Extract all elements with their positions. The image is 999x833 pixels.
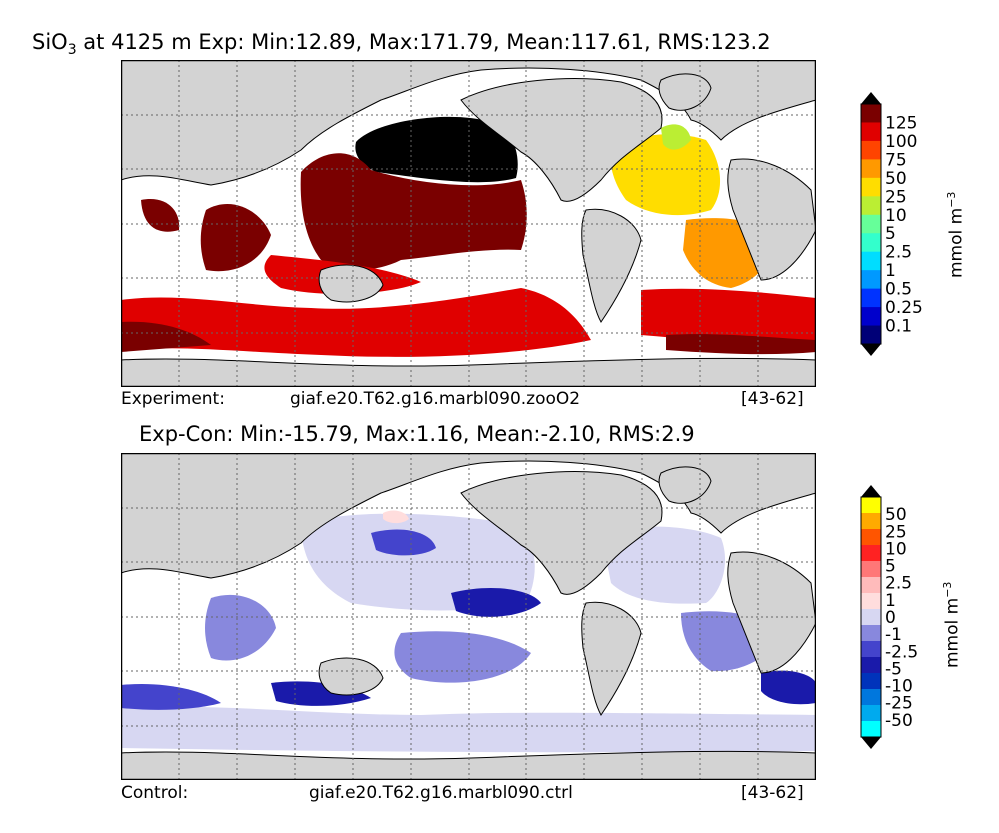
north-pacific-max-region	[355, 116, 518, 183]
diff-strong-region	[121, 683, 221, 710]
colorbar-tick-label: 125	[885, 113, 917, 133]
footer-experiment-label: Experiment:	[121, 389, 225, 409]
diff-strong-region	[371, 529, 436, 556]
indian-region	[141, 199, 180, 232]
title-subscript: 3	[67, 42, 77, 59]
greenland-land	[658, 73, 712, 111]
colorbar-tick-label: -10	[885, 677, 913, 697]
diff-mid-region	[394, 631, 531, 683]
colorbar-tick-label: 5	[885, 224, 896, 244]
colorbar-swatch	[861, 122, 881, 142]
colorbar-swatch	[861, 513, 881, 530]
colorbar-swatch	[861, 673, 881, 690]
diff-positive-region	[383, 510, 409, 524]
footer-experiment-years: [43-62]	[741, 389, 804, 409]
diff-light-region	[601, 526, 726, 604]
colorbar-tick-label: 0.5	[885, 280, 912, 300]
difference-colorbar-unit: mmol m−3	[941, 581, 963, 668]
colorbar-swatch	[861, 497, 881, 514]
southern-band	[666, 334, 816, 355]
colorbar-swatch	[861, 705, 881, 722]
colorbar-tick-label: 75	[885, 150, 907, 170]
colorbar-tick-label: 50	[885, 505, 907, 525]
colorbar-tick-label: 1	[885, 591, 896, 611]
colorbar-swatch	[861, 288, 881, 308]
footer-control-label: Control:	[121, 783, 189, 803]
colorbar-extend-top	[861, 485, 881, 497]
southern-band	[121, 321, 211, 352]
diff-mid-region	[205, 594, 276, 661]
colorbar-swatch	[861, 325, 881, 345]
colorbar-swatch	[861, 593, 881, 610]
colorbar-swatch	[861, 545, 881, 562]
colorbar-swatch	[861, 721, 881, 738]
greenland-land	[658, 466, 712, 504]
labrador-region	[661, 124, 691, 150]
colorbar-swatch	[861, 159, 881, 179]
colorbar-swatch	[861, 104, 881, 123]
colorbar-swatch	[861, 641, 881, 658]
colorbar-swatch	[861, 657, 881, 674]
colorbar-tick-label: 2.5	[885, 574, 912, 594]
colorbar-swatch	[861, 251, 881, 271]
title-species: SiO	[32, 30, 68, 54]
colorbar-swatch	[861, 625, 881, 642]
footer-experiment-case: giaf.e20.T62.g16.marbl090.zooO2	[290, 389, 581, 409]
colorbar-tick-label: 5	[885, 557, 896, 577]
colorbar-tick-label: 50	[885, 169, 907, 189]
atlantic-north-region	[610, 134, 721, 216]
colorbar-tick-label: 25	[885, 522, 907, 542]
colorbar-swatch	[861, 529, 881, 546]
colorbar-tick-label: 0.25	[885, 298, 923, 318]
africa-land	[727, 158, 816, 281]
pacific-region	[300, 153, 527, 270]
colorbar-swatch	[861, 214, 881, 234]
colorbar-tick-label: 100	[885, 132, 917, 152]
australia-land	[318, 264, 384, 303]
colorbar-swatch	[861, 307, 881, 327]
colorbar-tick-label: 10	[885, 539, 907, 559]
colorbar-tick-label: 1	[885, 261, 896, 281]
footer-control-years: [43-62]	[741, 783, 804, 803]
colorbar-tick-label: -5	[885, 659, 902, 679]
colorbar-swatch	[861, 177, 881, 197]
footer-control-case: giaf.e20.T62.g16.marbl090.ctrl	[309, 783, 573, 803]
colorbar-tick-label: -25	[885, 694, 913, 714]
colorbar-swatch	[861, 140, 881, 160]
panel-2-title: Exp-Con: Min:-15.79, Max:1.16, Mean:-2.1…	[139, 422, 695, 446]
colorbar-swatch	[861, 233, 881, 253]
colorbar-extend-bottom	[861, 344, 881, 356]
colorbar-swatch	[861, 561, 881, 578]
australia-land	[318, 657, 384, 696]
colorbar-swatch	[861, 689, 881, 706]
africa-land	[727, 551, 816, 674]
colorbar-tick-label: -50	[885, 711, 913, 731]
indian-region	[200, 204, 271, 272]
colorbar-tick-label: 2.5	[885, 243, 912, 263]
colorbar-tick-label: 0	[885, 608, 896, 628]
experiment-map	[121, 60, 816, 387]
colorbar-swatch	[861, 196, 881, 216]
diff-deep-region	[761, 670, 816, 705]
colorbar-swatch	[861, 270, 881, 290]
colorbar-tick-label: -2.5	[885, 642, 918, 662]
colorbar-extend-top	[861, 92, 881, 104]
colorbar-tick-label: 25	[885, 187, 907, 207]
colorbar-swatch	[861, 577, 881, 594]
diff-deep-region	[451, 588, 541, 617]
colorbar-extend-bottom	[861, 737, 881, 749]
colorbar-swatch	[861, 609, 881, 626]
difference-map	[121, 453, 816, 780]
colorbar-tick-label: -1	[885, 625, 902, 645]
panel-1-title: SiO3 at 4125 m Exp: Min:12.89, Max:171.7…	[32, 30, 771, 58]
experiment-colorbar-unit: mmol m−3	[945, 191, 967, 278]
title-stats: at 4125 m Exp: Min:12.89, Max:171.79, Me…	[76, 30, 771, 54]
colorbar-tick-label: 10	[885, 206, 907, 226]
colorbar-tick-label: 0.1	[885, 317, 912, 337]
southern-region	[121, 288, 591, 357]
